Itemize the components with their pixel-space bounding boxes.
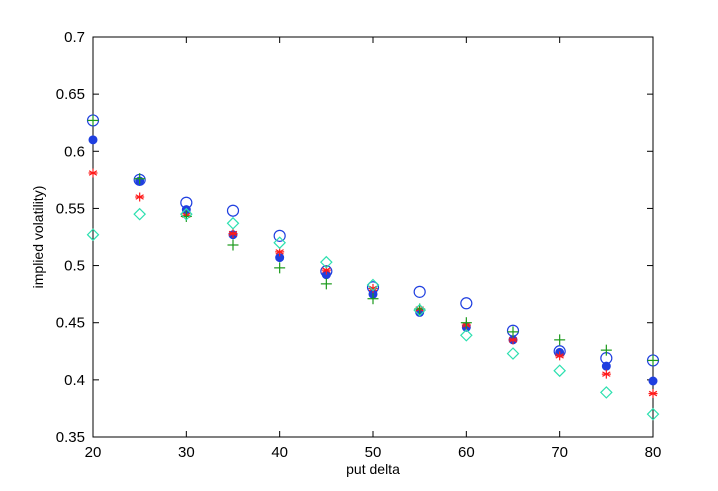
data-point-open-diamond bbox=[459, 328, 473, 342]
data-point-plus bbox=[554, 334, 566, 346]
y-tick-label: 0.45 bbox=[56, 315, 85, 332]
data-point-plus bbox=[87, 114, 99, 126]
data-point-open-diamond bbox=[179, 207, 193, 221]
x-axis-label: put delta bbox=[346, 461, 400, 477]
y-tick-label: 0.35 bbox=[56, 429, 85, 446]
axis-ticks: 20 30 40 50 60 70 80 0.35 0.4 0.45 0.5 0.55 0.6 0.65 0… bbox=[56, 29, 662, 461]
x-tick-label: 20 bbox=[85, 444, 102, 461]
data-point-open-diamond bbox=[319, 255, 333, 269]
data-point-open-diamond bbox=[273, 236, 287, 250]
y-axis-label: implied volatility) bbox=[30, 186, 46, 289]
x-tick-label: 50 bbox=[365, 444, 382, 461]
data-point-asterisk bbox=[555, 351, 565, 361]
data-point-plus bbox=[647, 354, 659, 366]
y-tick-label: 0.4 bbox=[64, 372, 85, 389]
x-tick-label: 70 bbox=[551, 444, 568, 461]
y-tick-label: 0.5 bbox=[64, 258, 85, 275]
data-point-open-diamond bbox=[646, 407, 660, 421]
data-point-asterisk bbox=[228, 229, 238, 239]
data-point-plus bbox=[134, 173, 146, 185]
data-point-asterisk bbox=[88, 168, 98, 178]
y-tick-label: 0.55 bbox=[56, 200, 85, 217]
y-tick-label: 0.6 bbox=[64, 143, 85, 160]
data-point-plus bbox=[320, 278, 332, 290]
data-point-open-circle bbox=[226, 204, 240, 217]
data-point-open-diamond bbox=[553, 364, 567, 378]
data-point-open-diamond bbox=[506, 347, 520, 360]
data-point-open-circle bbox=[460, 297, 473, 310]
data-point-plus bbox=[600, 344, 612, 356]
x-tick-label: 30 bbox=[178, 444, 195, 461]
data-point-plus bbox=[227, 239, 239, 251]
data-point-asterisk bbox=[648, 389, 658, 399]
data-point-open-diamond bbox=[366, 278, 380, 292]
y-tick-label: 0.7 bbox=[64, 29, 85, 46]
data-point-filled-circle bbox=[648, 376, 658, 386]
data-point-open-circle bbox=[413, 285, 426, 298]
data-point-filled-circle bbox=[601, 361, 611, 371]
data-point-filled-circle bbox=[88, 135, 98, 145]
data-point-plus bbox=[367, 293, 379, 305]
data-point-plus bbox=[507, 326, 519, 338]
x-tick-label: 80 bbox=[645, 444, 662, 461]
data-marks bbox=[86, 114, 660, 421]
data-point-asterisk bbox=[135, 192, 145, 202]
data-point-open-diamond bbox=[413, 303, 427, 317]
data-point-plus bbox=[274, 262, 286, 274]
data-point-open-diamond bbox=[599, 386, 613, 399]
x-tick-label: 40 bbox=[271, 444, 288, 461]
y-tick-label: 0.65 bbox=[56, 86, 85, 103]
plot-area bbox=[92, 36, 654, 438]
data-point-asterisk bbox=[508, 335, 518, 345]
data-point-open-diamond bbox=[226, 216, 240, 230]
data-point-open-circle bbox=[273, 229, 286, 242]
series-open-diamond bbox=[86, 207, 660, 421]
data-point-asterisk bbox=[368, 283, 378, 293]
data-point-open-diamond bbox=[133, 207, 147, 221]
data-point-plus bbox=[460, 317, 472, 329]
x-tick-label: 60 bbox=[458, 444, 475, 461]
data-point-asterisk bbox=[601, 369, 611, 379]
data-point-open-diamond bbox=[86, 228, 100, 242]
